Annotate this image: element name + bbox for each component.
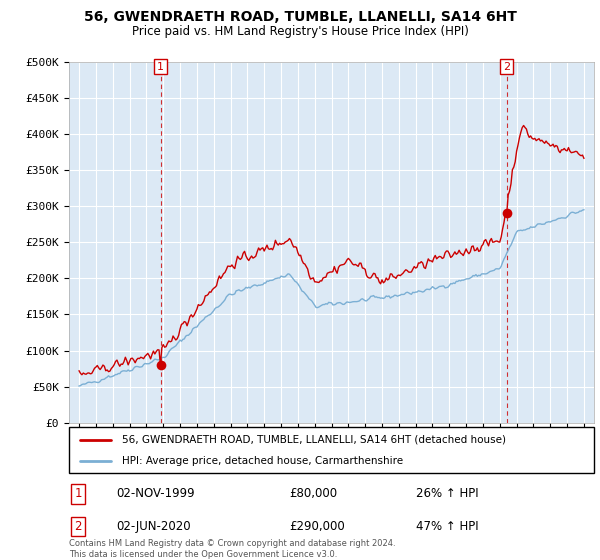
Text: Price paid vs. HM Land Registry's House Price Index (HPI): Price paid vs. HM Land Registry's House …	[131, 25, 469, 38]
Text: £80,000: £80,000	[290, 487, 338, 501]
Text: 2: 2	[503, 62, 511, 72]
Text: 26% ↑ HPI: 26% ↑ HPI	[415, 487, 478, 501]
Text: Contains HM Land Registry data © Crown copyright and database right 2024.
This d: Contains HM Land Registry data © Crown c…	[69, 539, 395, 559]
Text: 02-NOV-1999: 02-NOV-1999	[116, 487, 195, 501]
Text: 56, GWENDRAETH ROAD, TUMBLE, LLANELLI, SA14 6HT: 56, GWENDRAETH ROAD, TUMBLE, LLANELLI, S…	[83, 10, 517, 24]
Text: 56, GWENDRAETH ROAD, TUMBLE, LLANELLI, SA14 6HT (detached house): 56, GWENDRAETH ROAD, TUMBLE, LLANELLI, S…	[121, 435, 505, 445]
Text: 1: 1	[74, 487, 82, 501]
FancyBboxPatch shape	[69, 427, 594, 473]
Text: 02-JUN-2020: 02-JUN-2020	[116, 520, 191, 533]
Text: 1: 1	[157, 62, 164, 72]
Text: 2: 2	[74, 520, 82, 533]
Text: £290,000: £290,000	[290, 520, 345, 533]
Text: 47% ↑ HPI: 47% ↑ HPI	[415, 520, 478, 533]
Text: HPI: Average price, detached house, Carmarthenshire: HPI: Average price, detached house, Carm…	[121, 456, 403, 466]
